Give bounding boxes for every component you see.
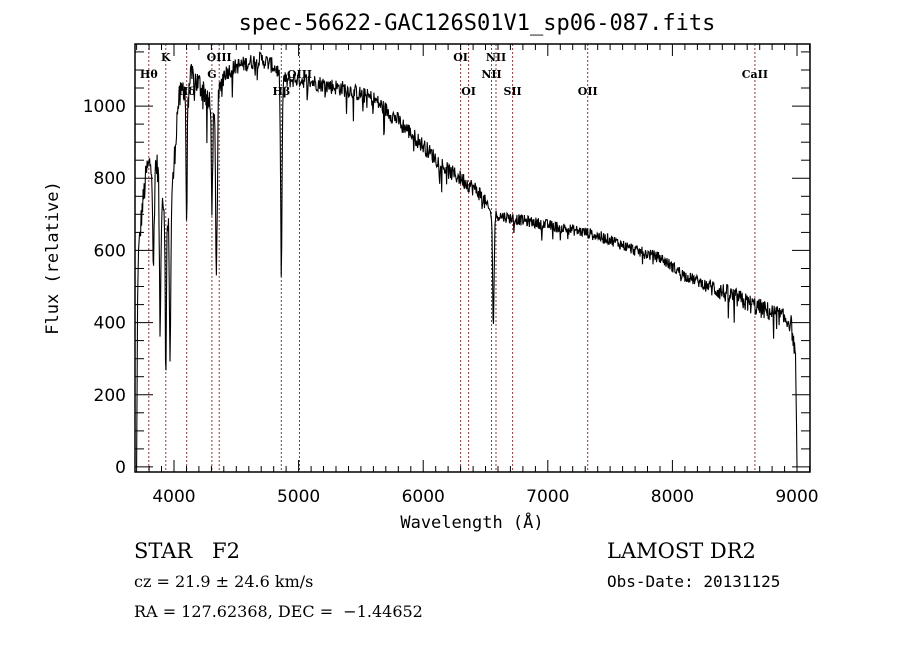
x-tick-label: 9000 (775, 487, 818, 507)
y-tick-label: 800 (94, 169, 126, 189)
spectral-line-label: Hθ (140, 68, 158, 81)
spectrum-line (136, 51, 798, 467)
y-tick-label: 200 (94, 386, 126, 406)
spectral-line-label: OI (453, 51, 468, 64)
object-subclass: F2 (212, 539, 240, 563)
x-tick-label: 5000 (277, 487, 320, 507)
x-axis-label: Wavelength (Å) (400, 511, 543, 533)
chart-title: spec-56622-GAC126S01V1_sp06-087.fits (239, 11, 716, 36)
y-axis-ticks (135, 51, 810, 468)
x-tick-label: 6000 (402, 487, 445, 507)
spectral-line-label: Hβ (272, 85, 290, 98)
y-tick-label: 0 (115, 458, 126, 478)
survey-name: LAMOST DR2 (607, 539, 756, 563)
y-tick-label: 600 (94, 241, 126, 261)
redshift-info: cz = 21.9 ± 24.6 km/s (134, 572, 314, 591)
x-tick-label: 4000 (152, 487, 195, 507)
spectral-line-label: OII (578, 85, 598, 98)
spectral-line-markers (148, 44, 756, 472)
x-tick-label: 7000 (526, 487, 569, 507)
x-axis-tick-labels: 4000 5000 6000 7000 8000 9000 (152, 487, 818, 507)
spectral-line-label: OIII (207, 51, 232, 64)
object-class: STAR (134, 539, 193, 563)
spectral-line-label: SII (503, 85, 521, 98)
y-axis-label: Flux (relative) (43, 181, 63, 335)
spectral-line-label: K (161, 51, 171, 64)
coordinates-info: RA = 127.62368, DEC = −1.44652 (134, 602, 423, 621)
spectral-line-label: CaII (742, 68, 768, 81)
x-axis-ticks (136, 44, 810, 472)
y-axis-tick-labels: 0 200 400 600 800 1000 (83, 97, 126, 478)
y-tick-label: 400 (94, 314, 126, 334)
x-tick-label: 8000 (651, 487, 694, 507)
y-tick-label: 1000 (83, 97, 126, 117)
spectral-line-label: NII (486, 51, 506, 64)
observation-date: Obs-Date: 20131125 (607, 572, 781, 591)
spectral-line-label: OI (461, 85, 476, 98)
plot-frame (134, 43, 811, 473)
spectral-line-label: G (207, 68, 216, 81)
spectral-line-label: NII (481, 68, 501, 81)
